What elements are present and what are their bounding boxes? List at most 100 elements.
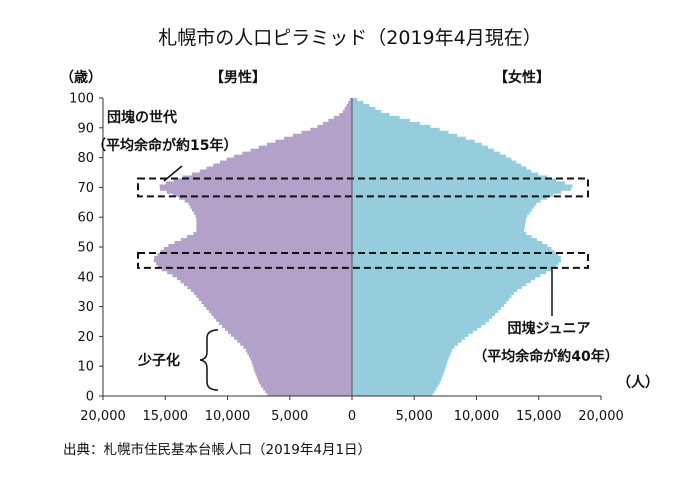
female-bar xyxy=(352,288,518,293)
annotation-junior-life: （平均余命が約40年） xyxy=(473,348,618,365)
y-tick-label: 10 xyxy=(77,360,94,375)
male-bar xyxy=(206,306,352,310)
female-bar xyxy=(352,369,445,373)
male-bar xyxy=(193,232,352,236)
female-bar xyxy=(352,109,382,114)
female-bar xyxy=(352,121,421,126)
male-bar xyxy=(247,351,352,355)
female-bar xyxy=(352,199,541,203)
female-label: 【女性】 xyxy=(494,69,550,86)
female-bar xyxy=(352,330,473,334)
male-bar xyxy=(258,145,352,150)
male-bar xyxy=(174,241,352,245)
female-bar xyxy=(352,151,500,156)
male-bar xyxy=(225,327,352,331)
female-bar xyxy=(352,178,557,182)
low-birthrate-bracket xyxy=(199,329,219,391)
male-bar xyxy=(196,220,352,224)
female-bar xyxy=(352,184,573,188)
male-bar xyxy=(349,98,352,102)
female-bar xyxy=(352,318,490,322)
male-bar xyxy=(339,112,352,117)
female-bar xyxy=(352,130,449,135)
female-bar xyxy=(352,366,446,370)
male-bar xyxy=(157,252,352,257)
male-bar xyxy=(260,384,352,388)
male-bar xyxy=(182,175,352,179)
female-bar xyxy=(352,172,539,176)
female-bar xyxy=(352,348,453,352)
male-bar xyxy=(258,378,352,382)
highlight-band xyxy=(137,251,589,269)
female-bar xyxy=(352,136,466,141)
female-bar xyxy=(352,238,537,242)
male-bar xyxy=(243,345,352,349)
male-bars xyxy=(153,98,352,397)
female-bar xyxy=(352,232,527,236)
male-bar xyxy=(234,336,352,340)
x-tick-label: 15,000 xyxy=(143,409,189,424)
female-bar xyxy=(352,333,469,337)
female-bar xyxy=(352,315,493,319)
female-bar xyxy=(352,273,541,278)
female-bar xyxy=(352,139,475,144)
male-bar xyxy=(219,160,352,164)
female-bar xyxy=(352,175,548,179)
male-bar xyxy=(226,157,352,161)
male-bar xyxy=(196,229,352,233)
male-bar xyxy=(203,303,352,307)
male-bar xyxy=(159,187,352,191)
female-bar xyxy=(352,384,439,388)
female-bar xyxy=(352,160,517,164)
male-bar xyxy=(198,297,352,302)
x-tick-label: 20,000 xyxy=(80,409,126,424)
male-bar xyxy=(346,103,352,108)
male-bar xyxy=(187,235,352,239)
male-bar xyxy=(166,190,352,194)
female-bar xyxy=(352,193,554,197)
annotation-junior-title: 団塊ジュニア xyxy=(507,320,590,337)
male-bar xyxy=(265,390,352,394)
male-bar xyxy=(222,324,352,328)
female-bar xyxy=(352,145,488,150)
female-bar xyxy=(352,106,376,111)
male-bar xyxy=(196,226,352,230)
male-bar xyxy=(317,124,352,129)
male-bar xyxy=(191,172,352,176)
female-bar xyxy=(352,261,559,266)
female-bar xyxy=(352,294,512,299)
y-tick-label: 100 xyxy=(69,92,94,107)
source-note: 出典：札幌市住民基本台帳人口（2019年4月1日） xyxy=(63,441,371,458)
male-bar xyxy=(160,249,352,254)
female-bar xyxy=(352,196,547,200)
male-bar xyxy=(178,196,352,200)
male-bar xyxy=(172,273,352,278)
male-bar xyxy=(219,321,352,325)
female-bar xyxy=(352,300,507,305)
male-bar xyxy=(154,255,352,260)
female-bar xyxy=(352,187,572,191)
female-bar xyxy=(352,98,358,102)
y-tick-label: 70 xyxy=(77,181,94,196)
x-tick-label: 10,000 xyxy=(454,409,500,424)
male-bar xyxy=(301,130,352,135)
male-bar xyxy=(259,381,352,385)
female-bar xyxy=(352,154,506,158)
male-bar xyxy=(266,142,352,147)
male-bar xyxy=(322,121,352,126)
chart-title: 札幌市の人口ピラミッド（2019年4月現在） xyxy=(158,27,541,49)
female-bar xyxy=(352,354,450,358)
female-bar xyxy=(352,217,527,221)
female-bar xyxy=(352,235,532,239)
female-bar xyxy=(352,124,431,129)
male-bar xyxy=(250,357,352,361)
male-bar xyxy=(254,369,352,373)
x-tick-label: 5,000 xyxy=(271,409,308,424)
female-bar xyxy=(352,282,527,287)
male-bar xyxy=(183,282,352,287)
female-bar xyxy=(352,133,458,138)
female-bar xyxy=(352,297,509,302)
female-bar xyxy=(352,115,400,120)
male-bar xyxy=(193,291,352,296)
female-bar xyxy=(352,103,370,108)
